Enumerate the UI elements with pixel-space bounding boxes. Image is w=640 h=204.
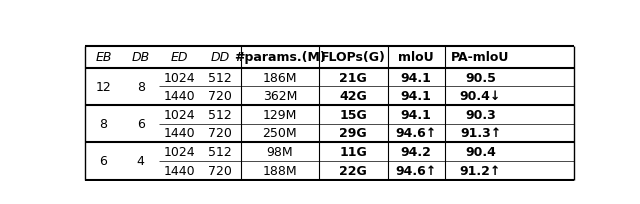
Text: 42G: 42G: [339, 90, 367, 103]
Text: 8: 8: [100, 118, 108, 131]
Text: 21G: 21G: [339, 71, 367, 84]
Text: 250M: 250M: [262, 127, 297, 140]
Text: 362M: 362M: [262, 90, 297, 103]
Text: 4: 4: [137, 155, 145, 168]
Text: 91.2↑: 91.2↑: [460, 164, 501, 177]
Text: 720: 720: [209, 127, 232, 140]
Text: 94.6↑: 94.6↑: [396, 127, 436, 140]
Text: 90.3: 90.3: [465, 108, 496, 121]
Text: mloU: mloU: [398, 51, 434, 64]
Text: 1024: 1024: [164, 145, 195, 158]
Text: 188M: 188M: [262, 164, 297, 177]
Text: 94.1: 94.1: [401, 108, 431, 121]
Text: 1440: 1440: [164, 127, 195, 140]
Text: DB: DB: [132, 51, 150, 64]
Text: 1440: 1440: [164, 164, 195, 177]
Text: EB: EB: [95, 51, 112, 64]
Text: PA-mloU: PA-mloU: [451, 51, 509, 64]
Text: 94.2: 94.2: [401, 145, 431, 158]
Text: 512: 512: [209, 71, 232, 84]
Text: 720: 720: [209, 164, 232, 177]
Text: 98M: 98M: [267, 145, 293, 158]
Text: 15G: 15G: [339, 108, 367, 121]
Text: 22G: 22G: [339, 164, 367, 177]
Text: 6: 6: [137, 118, 145, 131]
Text: 11G: 11G: [339, 145, 367, 158]
Text: 90.5: 90.5: [465, 71, 496, 84]
Text: 94.1: 94.1: [401, 90, 431, 103]
Text: 94.1: 94.1: [401, 71, 431, 84]
Text: 1024: 1024: [164, 108, 195, 121]
Text: DD: DD: [211, 51, 230, 64]
Text: 186M: 186M: [262, 71, 297, 84]
Text: 129M: 129M: [262, 108, 297, 121]
Text: 12: 12: [96, 81, 111, 93]
Text: 91.3↑: 91.3↑: [460, 127, 501, 140]
Text: 512: 512: [209, 108, 232, 121]
Text: 29G: 29G: [339, 127, 367, 140]
Text: 512: 512: [209, 145, 232, 158]
Text: 1024: 1024: [164, 71, 195, 84]
Text: FLOPs(G): FLOPs(G): [321, 51, 386, 64]
Text: 1440: 1440: [164, 90, 195, 103]
Text: 90.4↓: 90.4↓: [460, 90, 501, 103]
Text: 94.6↑: 94.6↑: [396, 164, 436, 177]
Text: 90.4: 90.4: [465, 145, 496, 158]
Text: 8: 8: [137, 81, 145, 93]
Text: #params.(M): #params.(M): [234, 51, 326, 64]
Text: ED: ED: [171, 51, 188, 64]
Text: 720: 720: [209, 90, 232, 103]
Text: 6: 6: [100, 155, 108, 168]
